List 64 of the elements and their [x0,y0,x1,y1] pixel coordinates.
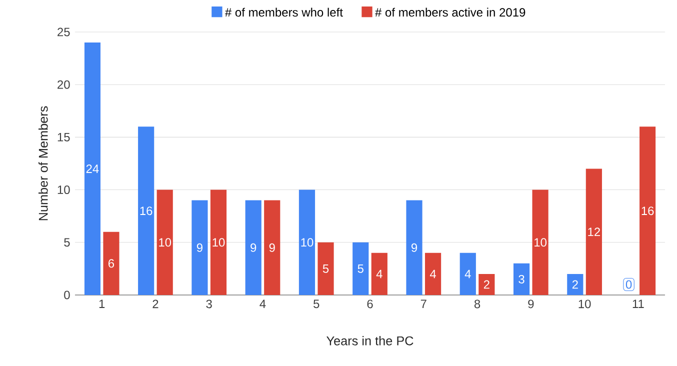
data-label: 5 [358,264,364,273]
data-label: 9 [196,243,202,252]
x-tick-label: 9 [528,300,534,308]
x-tick-label: 7 [420,300,426,308]
data-label: 16 [642,206,654,216]
bar [371,252,388,295]
y-tick-label: 20 [58,80,70,89]
legend-label: # of members active in 2019 [375,8,526,17]
y-tick-label: 0 [64,290,70,300]
data-label: 2 [572,280,578,289]
data-label: 10 [159,238,172,247]
data-label: 2 [484,280,490,289]
x-tick-label: 8 [474,300,480,308]
bar [84,42,100,295]
data-label: 16 [140,206,152,216]
bar [138,126,154,295]
data-label: 4 [464,270,471,278]
x-tick-label: 4 [260,300,266,308]
x-axis-title: Years in the PC [326,336,414,346]
x-tick-label: 5 [314,300,320,308]
legend-label: # of members who left [225,8,343,17]
bar [352,242,369,295]
bar [424,252,442,295]
data-label: 10 [301,238,314,247]
y-tick-label: 15 [58,133,70,142]
bar [586,168,602,295]
bar [513,263,530,295]
x-tick-label: 1 [99,300,105,308]
x-tick-label: 2 [152,300,158,308]
x-tick-label: 3 [206,300,212,308]
y-tick-label: 25 [58,28,70,36]
x-tick-label: 6 [367,300,373,308]
y-tick-label: 5 [64,238,70,247]
data-label: 3 [518,274,524,284]
data-label: 9 [250,243,256,252]
data-label: 5 [322,264,329,273]
bar [406,200,422,295]
bar [460,252,476,295]
x-tick-label: 10 [578,300,591,308]
bar [103,232,120,295]
data-label: 24 [86,164,99,173]
data-label: 4 [430,270,436,278]
y-tick-label: 10 [58,186,70,194]
bar [318,242,334,295]
bar [640,126,656,295]
bar [156,190,173,295]
bar [298,190,316,295]
bar [264,200,280,295]
data-label: 6 [108,259,114,268]
bar [245,200,262,295]
y-axis-title: Number of Members [38,106,48,220]
data-label: 10 [212,238,225,247]
bar [192,200,208,295]
data-label: 0 [626,280,632,289]
x-tick-label: 11 [632,300,644,308]
data-label: 9 [269,243,275,252]
bar [210,190,227,295]
data-label: 9 [411,243,418,252]
data-label: 4 [376,270,382,278]
data-label: 10 [534,238,547,247]
data-label: 12 [588,228,600,236]
bar [478,274,495,295]
bar [567,274,584,295]
bar [532,190,548,295]
